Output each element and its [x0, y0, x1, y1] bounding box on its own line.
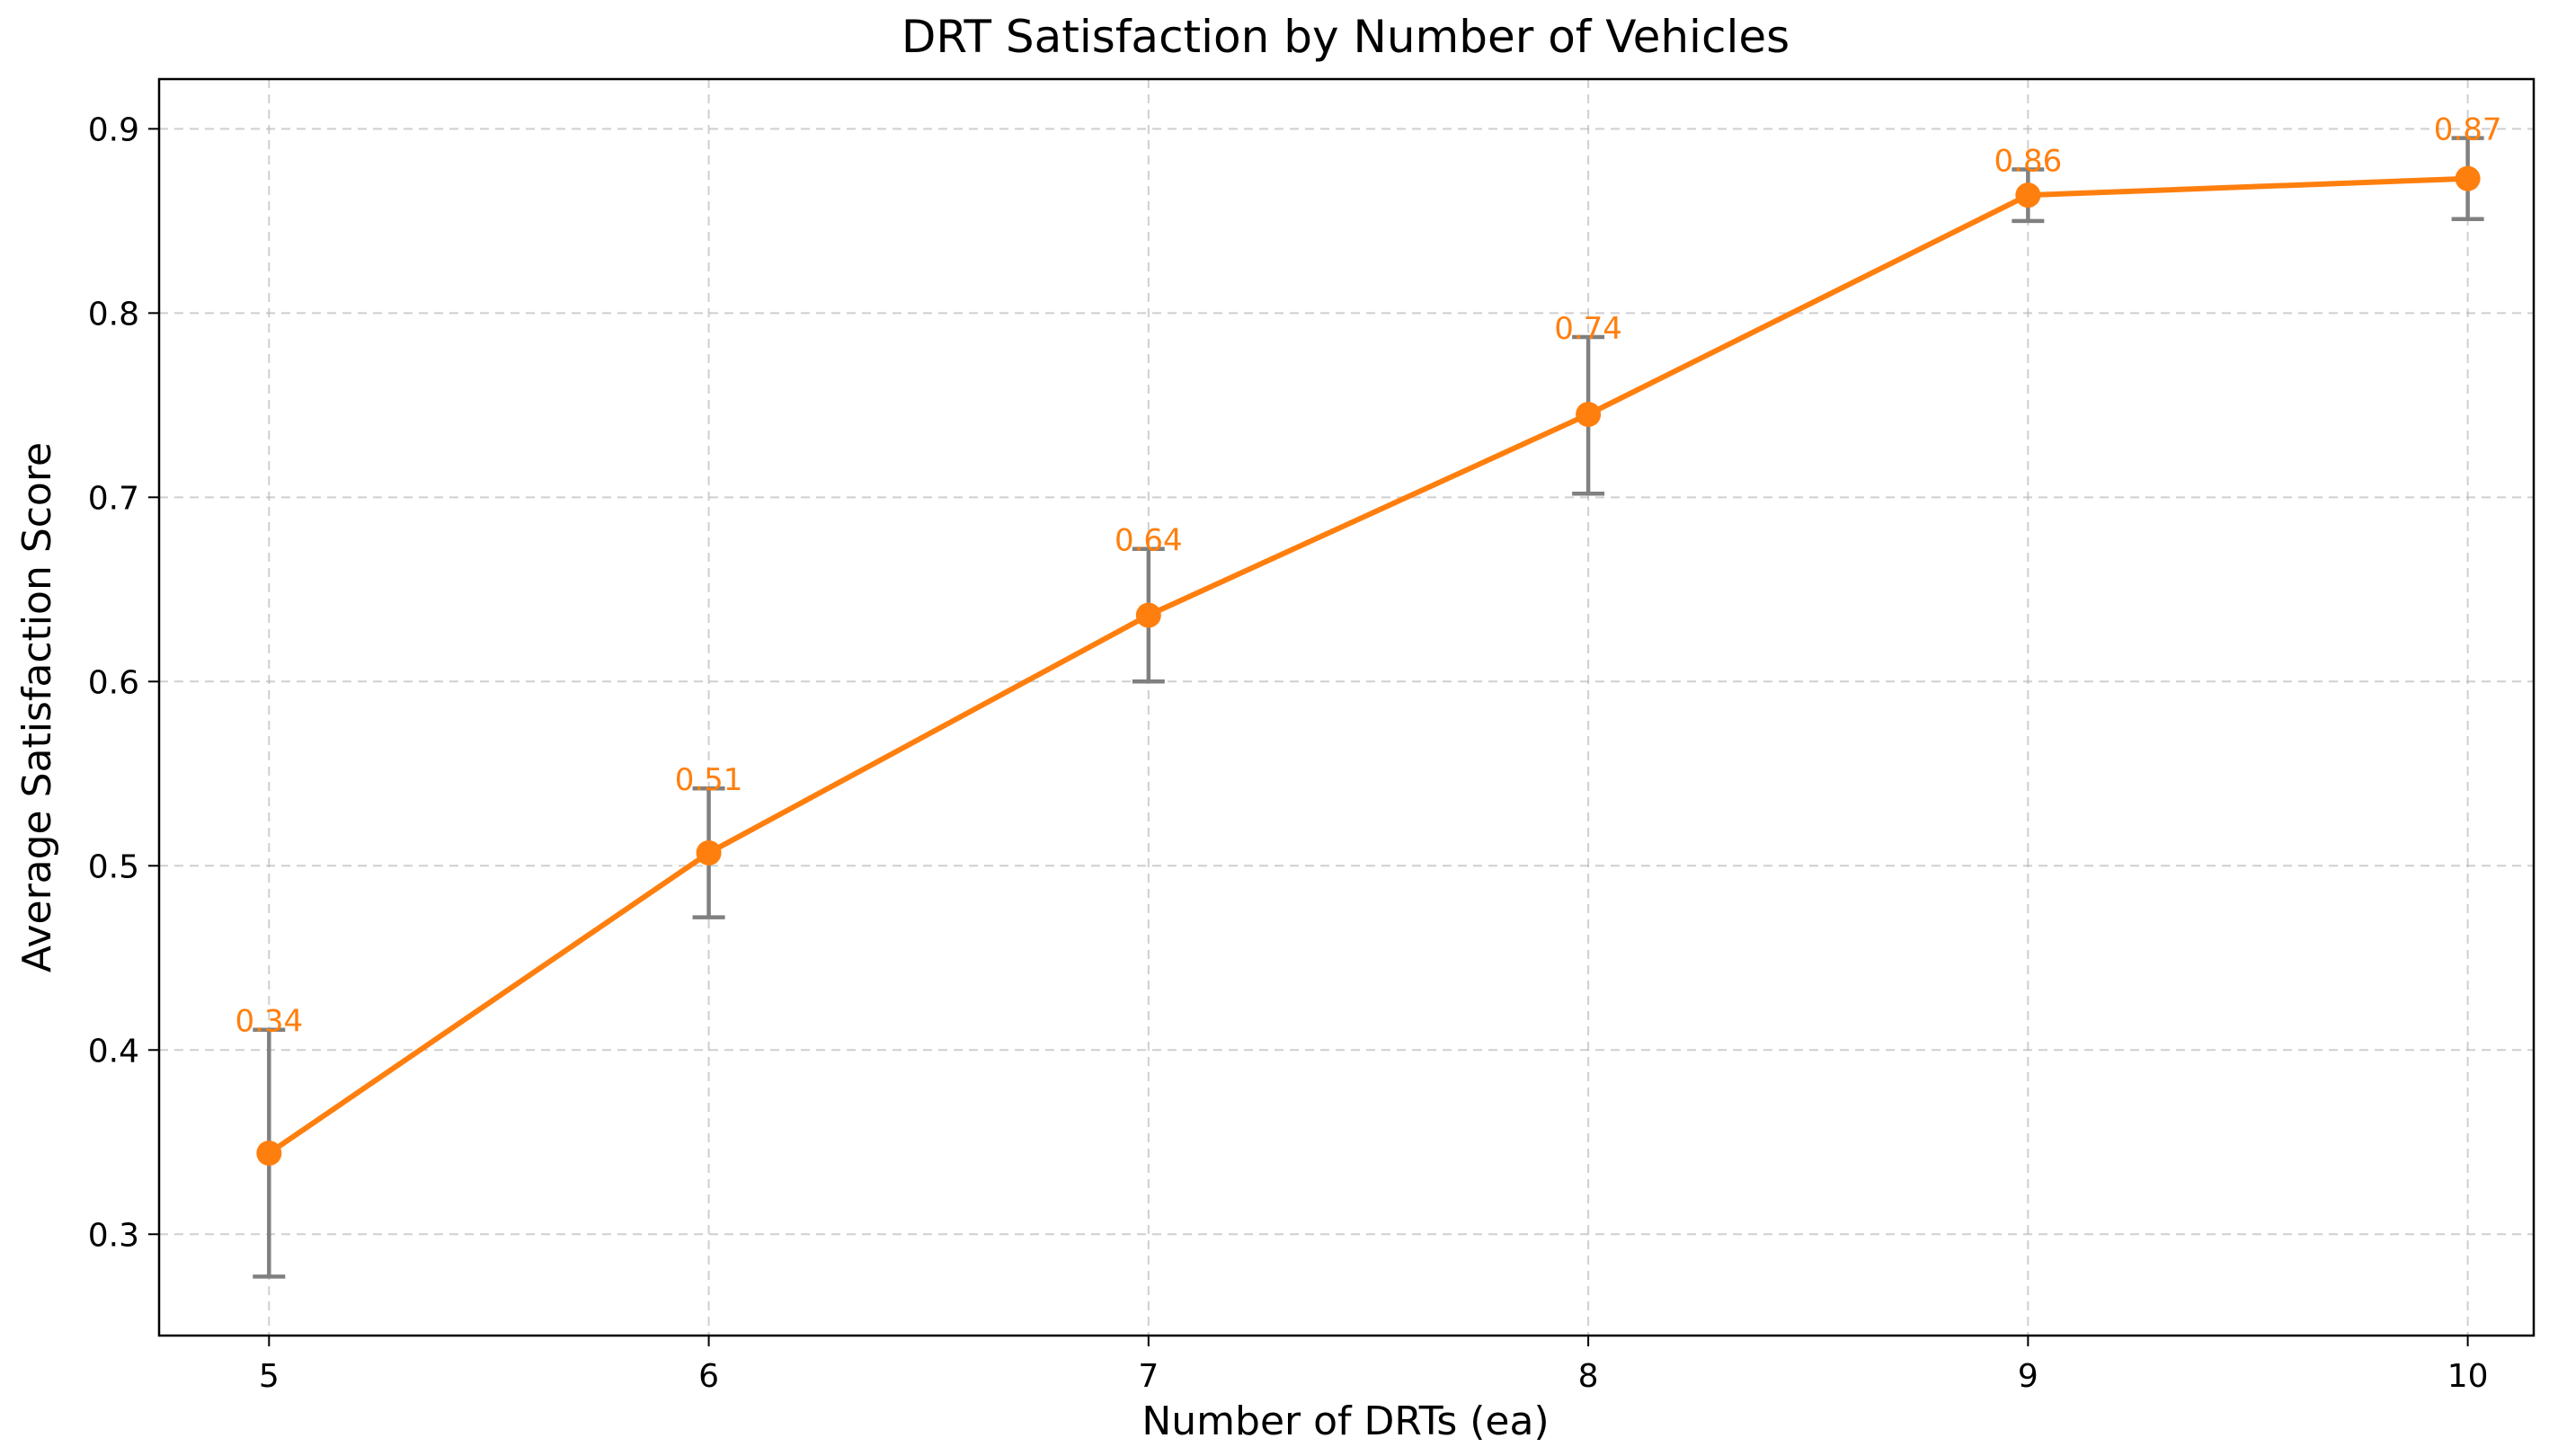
y-tick-label: 0.4 — [88, 1033, 139, 1070]
data-point — [2015, 182, 2041, 209]
data-point — [256, 1141, 282, 1167]
x-axis-label: Number of DRTs (ea) — [1141, 1398, 1549, 1444]
y-tick-label: 0.6 — [88, 664, 139, 701]
x-tick-label: 7 — [1138, 1358, 1159, 1395]
x-tick-label: 9 — [2018, 1358, 2038, 1395]
chart-title: DRT Satisfaction by Number of Vehicles — [901, 11, 1790, 63]
data-point — [1576, 402, 1602, 428]
x-tick-label: 8 — [1578, 1358, 1599, 1395]
y-axis-ticks: 0.3 0.4 0.5 0.6 0.7 0.8 0.9 — [88, 111, 159, 1254]
series-layer: 0.34 0.51 0.64 0.74 0.86 0.87 — [235, 112, 2502, 1279]
data-label: 0.86 — [1994, 143, 2063, 179]
data-label: 0.87 — [2434, 112, 2502, 148]
x-tick-label: 5 — [259, 1358, 280, 1395]
y-tick-label: 0.9 — [88, 111, 139, 148]
data-point — [1135, 602, 1161, 628]
y-tick-label: 0.8 — [88, 296, 139, 333]
x-tick-label: 10 — [2447, 1358, 2489, 1395]
plot-area-frame — [157, 77, 2536, 1337]
series-line — [267, 175, 2468, 1156]
grid-layer — [159, 79, 2534, 1336]
data-label: 0.74 — [1554, 311, 1622, 347]
y-tick-label: 0.3 — [88, 1217, 139, 1254]
y-tick-label: 0.5 — [88, 848, 139, 885]
x-tick-label: 6 — [698, 1358, 719, 1395]
data-label: 0.34 — [235, 1004, 303, 1040]
y-tick-label: 0.7 — [88, 480, 139, 517]
x-axis-ticks: 5 6 7 8 9 10 — [259, 1336, 2489, 1395]
data-label: 0.51 — [675, 762, 743, 798]
data-label: 0.64 — [1115, 523, 1183, 559]
data-point — [2455, 165, 2481, 191]
y-axis-label: Average Satisfaction Score — [14, 442, 60, 972]
data-point — [696, 839, 722, 866]
